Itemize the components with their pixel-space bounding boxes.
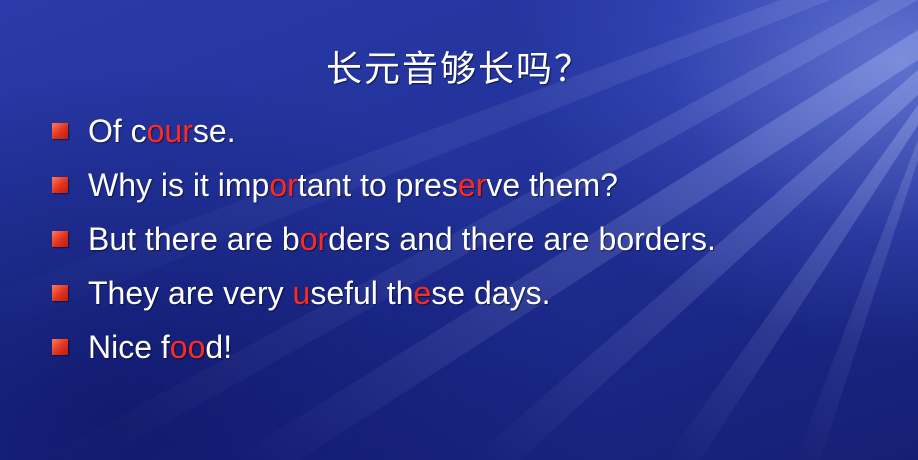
square-bullet-icon <box>52 123 68 139</box>
bullet-text: But there are borders and there are bord… <box>88 221 716 258</box>
highlighted-vowel: oo <box>169 328 206 365</box>
highlighted-vowel: or <box>299 220 329 257</box>
bullet-item: Of course. <box>52 104 716 158</box>
bullet-item: But there are borders and there are bord… <box>52 212 716 266</box>
bullet-text: Why is it important to preserve them? <box>88 167 618 204</box>
text-segment: Of c <box>88 112 147 149</box>
bullet-text: Nice food! <box>88 329 232 366</box>
bullet-text: They are very useful these days. <box>88 275 550 312</box>
text-segment: tant to pres <box>297 166 458 203</box>
bullet-item: They are very useful these days. <box>52 266 716 320</box>
bullet-text: Of course. <box>88 113 236 150</box>
text-segment: Why is it imp <box>88 166 270 203</box>
text-segment: se days. <box>431 274 551 311</box>
square-bullet-icon <box>52 231 68 247</box>
text-segment: They are very <box>88 274 293 311</box>
text-segment: But there are b <box>88 220 300 257</box>
text-segment: ders and there are borders. <box>328 220 716 257</box>
text-segment: d! <box>205 328 233 365</box>
bullet-list: Of course. Why is it important to preserv… <box>52 104 716 374</box>
bullet-item: Nice food! <box>52 320 716 374</box>
highlighted-vowel: or <box>269 166 298 203</box>
highlighted-vowel: e <box>413 274 432 311</box>
text-segment: seful th <box>310 274 414 311</box>
text-segment: Nice f <box>88 328 170 365</box>
square-bullet-icon <box>52 285 68 301</box>
bullet-item: Why is it important to preserve them? <box>52 158 716 212</box>
highlighted-vowel: u <box>292 274 311 311</box>
square-bullet-icon <box>52 177 68 193</box>
highlighted-vowel: er <box>457 166 487 203</box>
highlighted-vowel: our <box>146 112 193 149</box>
text-segment: se. <box>192 112 236 149</box>
text-segment: ve them? <box>486 166 618 203</box>
slide-title: 长元音够长吗？ <box>325 49 592 90</box>
square-bullet-icon <box>52 339 68 355</box>
